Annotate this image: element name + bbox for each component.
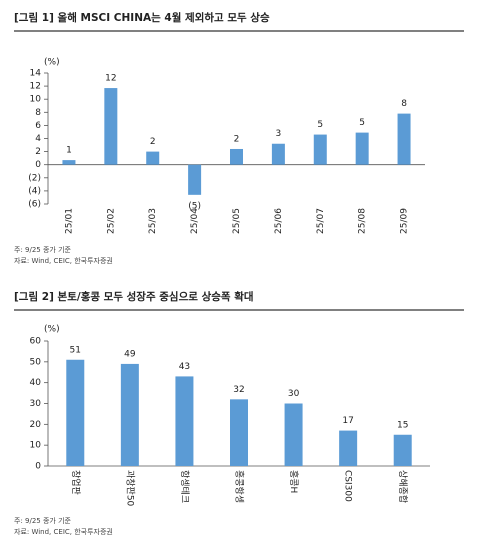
chart-title: [그림 2] 본토/홍콩 모두 성장주 중심으로 상승폭 확대 <box>14 290 254 303</box>
value-label: 2 <box>234 134 240 144</box>
y-tick-label: 50 <box>30 357 42 367</box>
y-tick-label: 40 <box>30 378 42 388</box>
y-tick-label: (4) <box>28 186 41 196</box>
bar <box>271 143 285 165</box>
y-tick-label: 10 <box>30 441 42 451</box>
value-label: 5 <box>317 120 323 130</box>
x-tick-label: 25/05 <box>232 208 242 234</box>
value-label: (5) <box>188 201 201 211</box>
value-label: 32 <box>233 385 244 395</box>
x-tick-label: 과창판50 <box>124 470 135 507</box>
x-tick-label: 25/04 <box>190 208 200 234</box>
y-unit: (%) <box>44 58 60 68</box>
y-tick-label: 6 <box>35 121 41 131</box>
x-tick-label: 홍콩H <box>288 470 300 493</box>
y-tick-label: (2) <box>28 173 41 183</box>
x-tick-label: 25/07 <box>316 208 326 234</box>
bar <box>355 132 369 165</box>
y-tick-label: (6) <box>28 200 41 210</box>
x-tick-label: 홍콩항셍 <box>234 470 246 503</box>
y-tick-label: 4 <box>35 134 41 144</box>
footnote: 주: 9/25 종가 기준 <box>14 516 72 525</box>
bar <box>339 430 358 466</box>
y-tick-label: 20 <box>30 420 42 430</box>
chart-title: [그림 1] 올해 MSCI CHINA는 4월 제외하고 모두 상승 <box>14 11 270 24</box>
value-label: 17 <box>342 416 353 426</box>
footnote: 주: 9/25 종가 기준 <box>14 245 72 254</box>
x-tick-label: 상해종합 <box>397 470 408 503</box>
y-tick-label: 0 <box>35 462 41 472</box>
bar <box>393 434 412 466</box>
bar <box>313 134 327 165</box>
value-label: 2 <box>150 137 156 147</box>
value-label: 8 <box>401 99 407 109</box>
value-label: 5 <box>359 118 365 128</box>
y-tick-label: 8 <box>35 108 41 118</box>
y-unit: (%) <box>44 325 60 335</box>
y-tick-label: 30 <box>30 399 42 409</box>
value-label: 12 <box>105 74 116 84</box>
value-label: 15 <box>397 420 408 430</box>
bar <box>230 399 248 466</box>
bar <box>62 160 76 165</box>
bar <box>175 376 194 466</box>
bar <box>397 113 411 165</box>
x-tick-label: 25/06 <box>274 208 284 234</box>
y-tick-label: 14 <box>30 69 42 79</box>
value-label: 43 <box>179 362 190 372</box>
x-tick-label: 25/01 <box>64 208 74 234</box>
x-tick-label: 25/03 <box>148 208 158 234</box>
value-label: 30 <box>288 389 300 399</box>
y-tick-label: 0 <box>35 160 41 170</box>
value-label: 3 <box>276 129 282 139</box>
x-tick-label: 25/09 <box>400 208 410 234</box>
value-label: 49 <box>124 349 136 359</box>
y-tick-label: 12 <box>30 82 41 92</box>
bar <box>66 359 85 466</box>
bar <box>284 403 303 466</box>
y-tick-label: 10 <box>30 95 42 105</box>
y-tick-label: 60 <box>30 337 42 347</box>
bar <box>188 164 202 195</box>
x-tick-label: 창업판 <box>70 470 81 495</box>
value-label: 1 <box>66 146 72 156</box>
x-tick-label: 25/08 <box>358 208 368 234</box>
y-tick-label: 2 <box>35 147 41 157</box>
value-label: 51 <box>70 345 81 355</box>
x-tick-label: 25/02 <box>106 208 116 234</box>
bar <box>146 151 160 165</box>
bar <box>230 148 243 165</box>
footnote: 자료: Wind, CEIC, 한국투자증권 <box>14 527 113 536</box>
x-tick-label: CSI300 <box>343 470 353 502</box>
bar <box>120 363 139 466</box>
x-tick-label: 항셍테크 <box>179 470 190 503</box>
footnote: 자료: Wind, CEIC, 한국투자증권 <box>14 256 113 265</box>
bar <box>104 88 118 165</box>
